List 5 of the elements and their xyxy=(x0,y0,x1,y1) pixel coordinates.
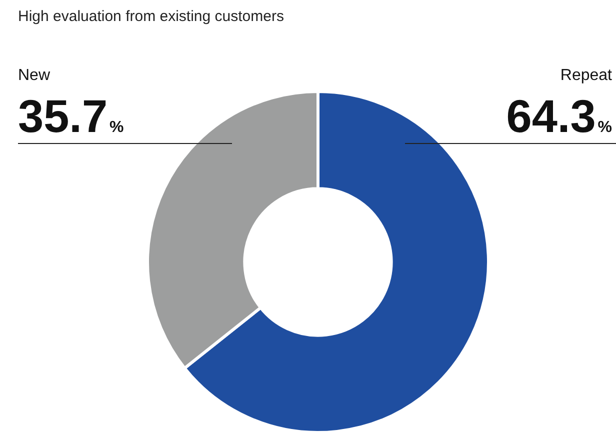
slice-label: Repeat xyxy=(560,67,613,84)
data-label: 35.7% xyxy=(18,90,124,142)
slice-label: New xyxy=(18,67,50,84)
data-label: 64.3% xyxy=(506,90,612,142)
chart-title: High evaluation from existing customers xyxy=(18,8,284,25)
